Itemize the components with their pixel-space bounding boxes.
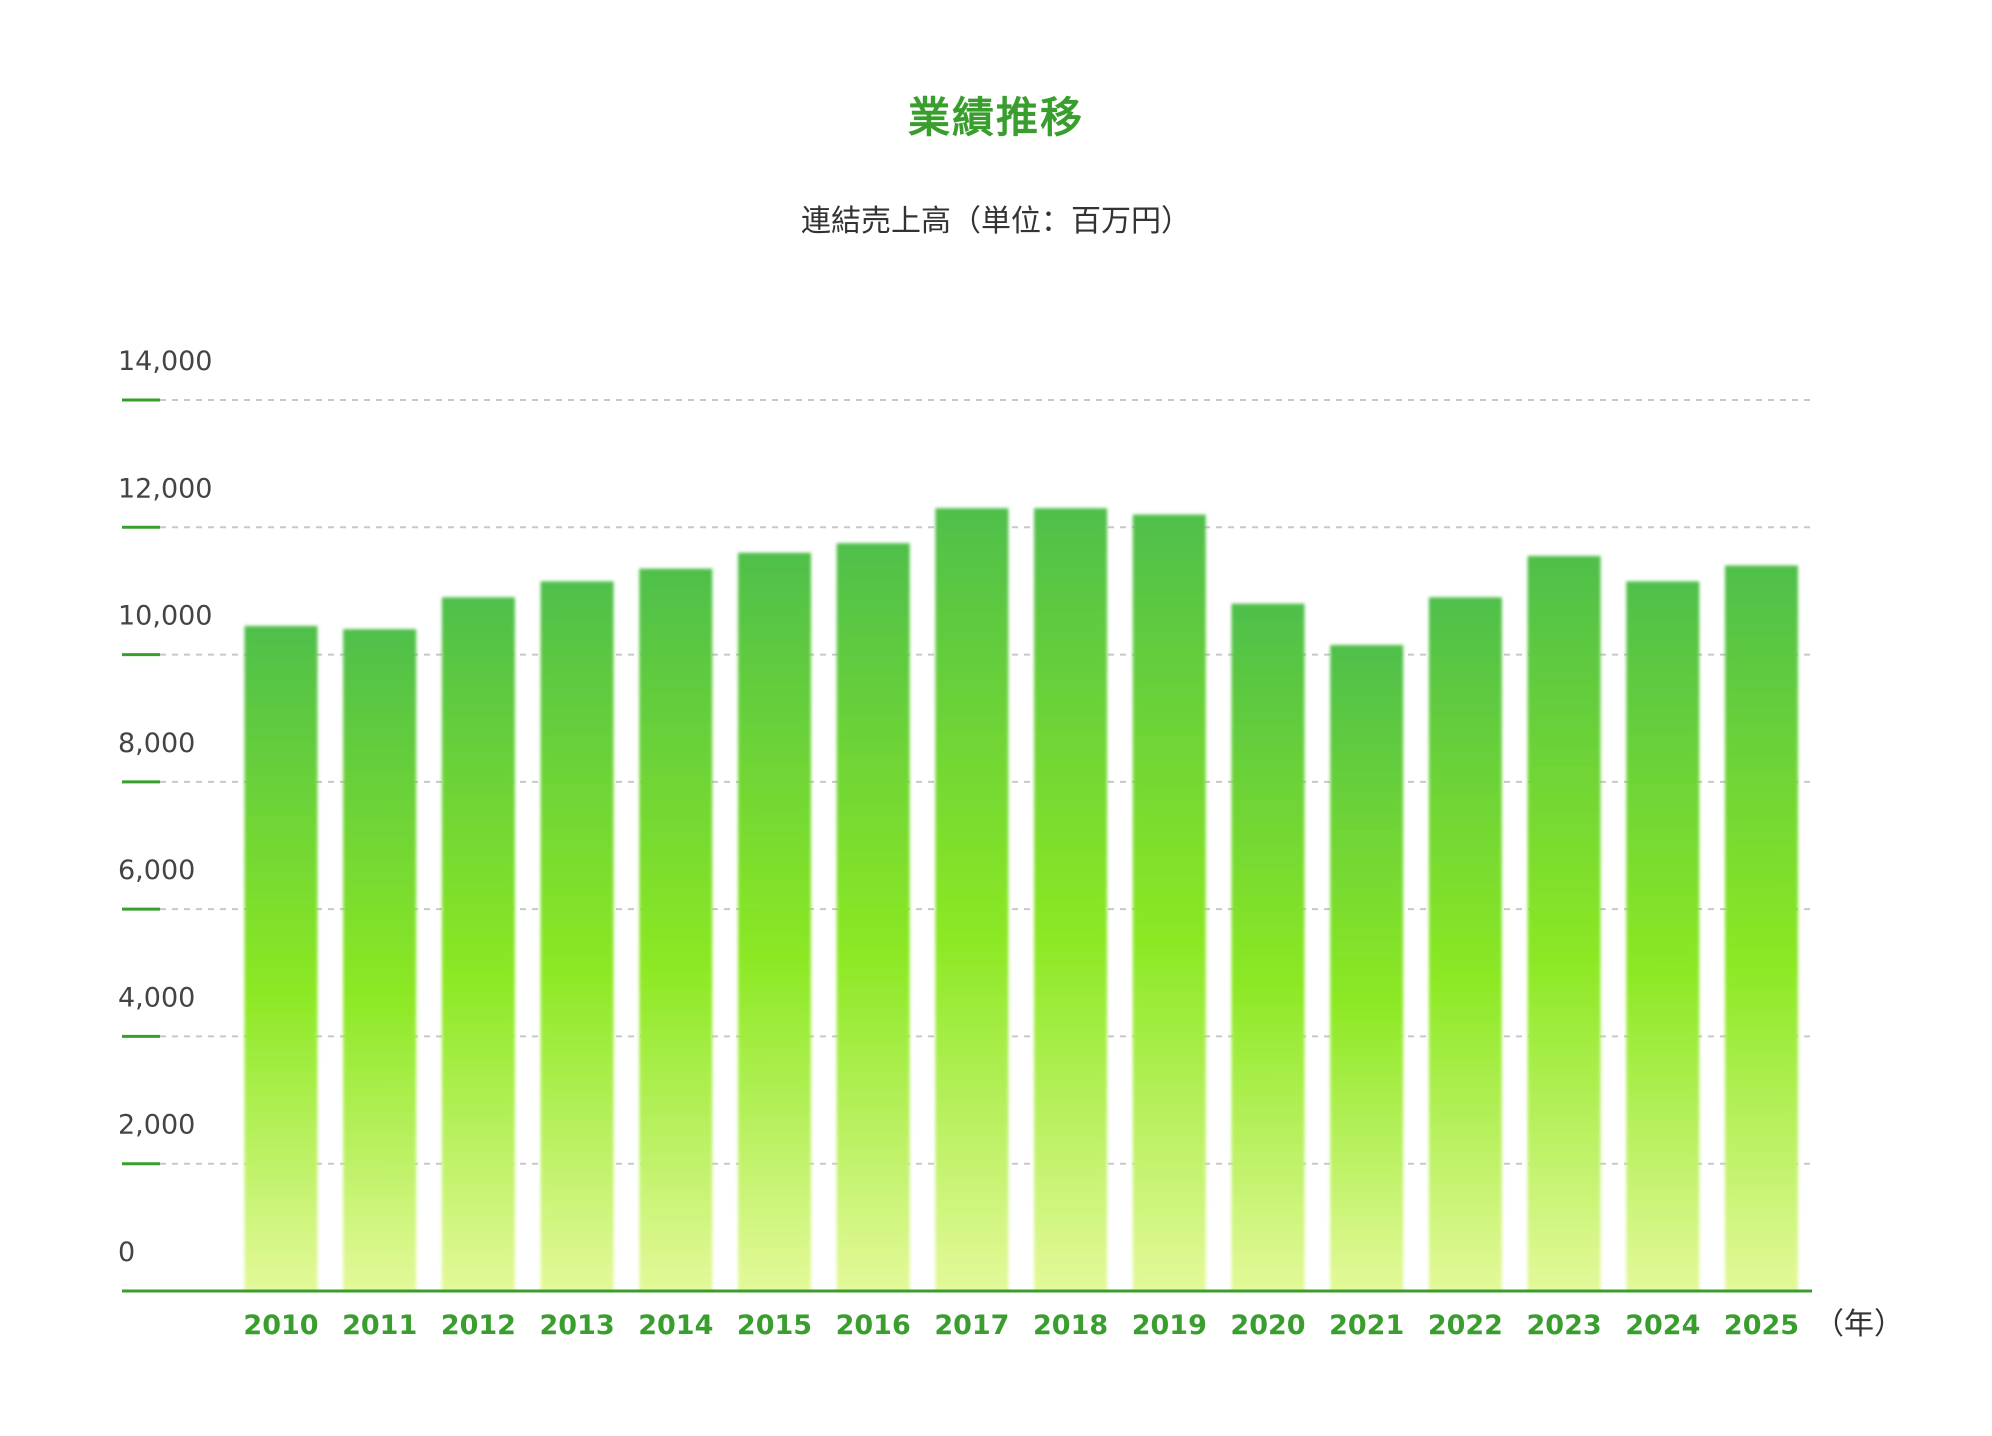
- bar: [1626, 581, 1700, 1291]
- x-tick-label: 2015: [737, 1310, 812, 1341]
- x-tick-label: 2021: [1329, 1310, 1404, 1341]
- bar: [1725, 565, 1798, 1291]
- x-tick-label: 2017: [934, 1310, 1009, 1341]
- bars: [244, 508, 1798, 1291]
- x-tick-label: 2010: [243, 1310, 318, 1341]
- x-tick-label: 2011: [342, 1310, 417, 1341]
- bar: [244, 625, 318, 1291]
- y-tick-label: 2,000: [118, 1110, 195, 1141]
- bar: [1231, 603, 1305, 1291]
- bar: [1428, 597, 1502, 1291]
- y-tick-label: 12,000: [118, 473, 212, 504]
- bar: [1527, 555, 1601, 1291]
- x-tick-label: 2014: [638, 1310, 713, 1341]
- x-tick-label: 2022: [1428, 1310, 1503, 1341]
- y-tick-label: 8,000: [118, 728, 195, 759]
- y-tick-label: 14,000: [118, 346, 212, 377]
- y-tick-label: 10,000: [118, 601, 212, 632]
- bar: [738, 552, 811, 1291]
- bar: [935, 508, 1009, 1291]
- bar: [343, 629, 417, 1291]
- chart-subtitle: 連結売上高（単位：百万円）: [801, 204, 1191, 239]
- x-axis-unit-label: （年）: [1814, 1307, 1904, 1342]
- axes: [122, 398, 1812, 1293]
- bar: [1132, 514, 1206, 1291]
- bar: [836, 543, 910, 1291]
- y-tick-label: 6,000: [118, 855, 195, 886]
- y-tick-label: 0: [118, 1237, 135, 1268]
- bar: [1034, 508, 1108, 1291]
- bar: [540, 581, 614, 1291]
- x-tick-label: 2024: [1625, 1310, 1700, 1341]
- tick-labels: 0 2,000 4,000 6,000 8,000 10,000 12,000 14,000 2…: [118, 346, 1904, 1342]
- bar: [441, 597, 515, 1291]
- x-tick-label: 2018: [1033, 1310, 1108, 1341]
- bar: [639, 568, 713, 1291]
- x-tick-label: 2019: [1132, 1310, 1207, 1341]
- bar: [1330, 645, 1404, 1291]
- y-tick-label: 4,000: [118, 982, 195, 1013]
- x-tick-label: 2023: [1527, 1310, 1602, 1341]
- x-tick-label: 2013: [540, 1310, 615, 1341]
- x-tick-label: 2016: [836, 1310, 911, 1341]
- chart-title: 業績推移: [907, 93, 1084, 142]
- x-tick-label: 2020: [1230, 1310, 1305, 1341]
- x-tick-label: 2012: [441, 1310, 516, 1341]
- x-tick-label: 2025: [1724, 1310, 1799, 1341]
